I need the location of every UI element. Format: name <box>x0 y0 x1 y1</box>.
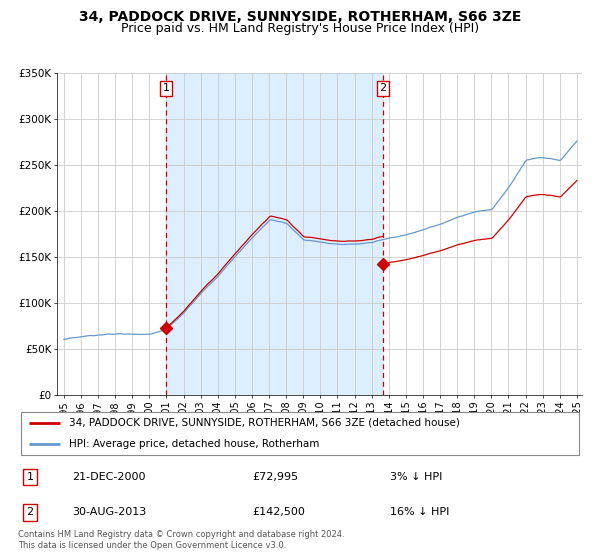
Text: £72,995: £72,995 <box>252 472 298 482</box>
Text: 34, PADDOCK DRIVE, SUNNYSIDE, ROTHERHAM, S66 3ZE: 34, PADDOCK DRIVE, SUNNYSIDE, ROTHERHAM,… <box>79 10 521 24</box>
Text: Price paid vs. HM Land Registry's House Price Index (HPI): Price paid vs. HM Land Registry's House … <box>121 22 479 35</box>
Text: 1: 1 <box>163 83 169 94</box>
Text: Contains HM Land Registry data © Crown copyright and database right 2024.: Contains HM Land Registry data © Crown c… <box>18 530 344 539</box>
Text: 34, PADDOCK DRIVE, SUNNYSIDE, ROTHERHAM, S66 3ZE (detached house): 34, PADDOCK DRIVE, SUNNYSIDE, ROTHERHAM,… <box>69 418 460 428</box>
Text: 30-AUG-2013: 30-AUG-2013 <box>72 507 146 517</box>
Text: 21-DEC-2000: 21-DEC-2000 <box>72 472 146 482</box>
Text: HPI: Average price, detached house, Rotherham: HPI: Average price, detached house, Roth… <box>69 439 319 449</box>
Text: This data is licensed under the Open Government Licence v3.0.: This data is licensed under the Open Gov… <box>18 541 286 550</box>
Text: 3% ↓ HPI: 3% ↓ HPI <box>390 472 442 482</box>
FancyBboxPatch shape <box>21 412 579 455</box>
Bar <box>166 73 383 395</box>
Text: £142,500: £142,500 <box>252 507 305 517</box>
Text: 1: 1 <box>26 472 34 482</box>
Text: 2: 2 <box>26 507 34 517</box>
Text: 2: 2 <box>379 83 386 94</box>
Text: 16% ↓ HPI: 16% ↓ HPI <box>390 507 449 517</box>
